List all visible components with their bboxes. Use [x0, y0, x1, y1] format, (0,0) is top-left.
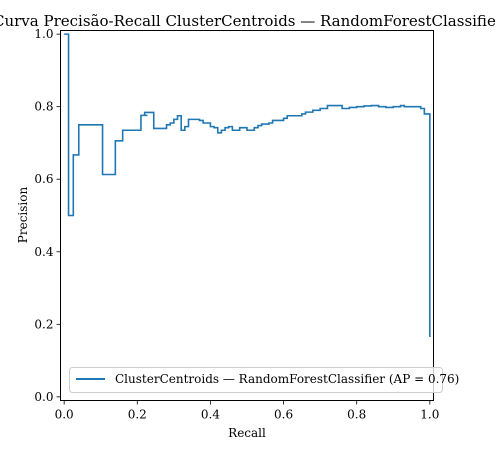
x-tick-label: 0.2 — [128, 408, 147, 422]
x-axis-label: Recall — [228, 426, 266, 440]
x-tick-label: 0.8 — [347, 408, 366, 422]
legend-entry-label: ClusterCentroids — RandomForestClassifie… — [115, 372, 459, 386]
y-tick-label: 0.2 — [34, 317, 53, 331]
y-tick-label: 0.0 — [34, 390, 53, 404]
x-tick-label: 1.0 — [420, 408, 439, 422]
plot-frame — [60, 30, 434, 401]
precision-recall-series-line — [64, 33, 431, 338]
y-tick-label: 1.0 — [34, 27, 53, 41]
chart-title: Curva Precisão-Recall ClusterCentroids —… — [0, 12, 496, 30]
x-tick-label: 0.0 — [55, 408, 74, 422]
plot-area — [64, 33, 431, 338]
legend-box — [69, 367, 443, 393]
y-tick-label: 0.8 — [34, 100, 53, 114]
x-tick-label: 0.4 — [201, 408, 220, 422]
y-tick-label: 0.6 — [34, 172, 53, 186]
y-axis-label: Precision — [16, 187, 30, 244]
y-axis-ticks: 0.0 0.2 0.4 0.6 0.8 1.0 — [34, 27, 61, 404]
x-axis-ticks: 0.0 0.2 0.4 0.6 0.8 1.0 — [55, 400, 439, 422]
x-tick-label: 0.6 — [274, 408, 293, 422]
y-tick-label: 0.4 — [34, 245, 53, 259]
legend: ClusterCentroids — RandomForestClassifie… — [69, 367, 459, 393]
